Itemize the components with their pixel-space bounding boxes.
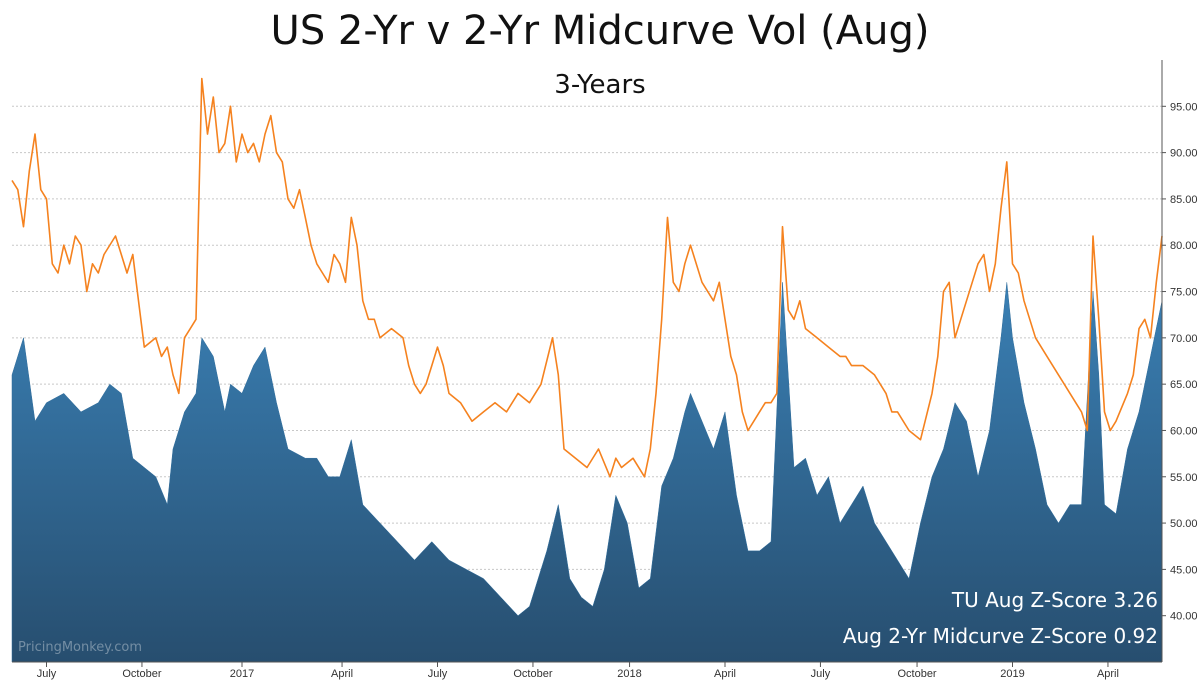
y-axis-ticks: 40.00 45.00 50.00 55.00 60.00 65.00 70.00 75.00… bbox=[1162, 101, 1198, 623]
y-tick-label: 95.00 bbox=[1170, 101, 1198, 113]
chart-subtitle: 3-Years bbox=[554, 70, 646, 100]
y-tick-label: 80.00 bbox=[1170, 240, 1198, 252]
x-tick-label: October bbox=[897, 668, 936, 680]
chart-title: US 2-Yr v 2-Yr Midcurve Vol (Aug) bbox=[270, 8, 930, 54]
x-axis-ticks: July October 2017 April July October 2018 April… bbox=[37, 662, 1119, 680]
x-tick-label: October bbox=[122, 668, 161, 680]
x-tick-label: October bbox=[513, 668, 552, 680]
x-tick-label: July bbox=[37, 668, 57, 680]
y-tick-label: 75.00 bbox=[1170, 287, 1198, 299]
y-tick-label: 85.00 bbox=[1170, 194, 1198, 206]
x-tick-label: 2017 bbox=[230, 668, 254, 680]
y-tick-label: 55.00 bbox=[1170, 472, 1198, 484]
x-tick-label: 2019 bbox=[1000, 668, 1024, 680]
x-tick-label: April bbox=[331, 668, 353, 680]
y-tick-label: 40.00 bbox=[1170, 611, 1198, 623]
y-tick-label: 90.00 bbox=[1170, 148, 1198, 160]
y-tick-label: 60.00 bbox=[1170, 425, 1198, 437]
line-series-path bbox=[11, 77, 1163, 478]
y-tick-label: 70.00 bbox=[1170, 333, 1198, 345]
x-tick-label: April bbox=[1097, 668, 1119, 680]
x-tick-label: April bbox=[714, 668, 736, 680]
line-series bbox=[11, 77, 1163, 478]
watermark: PricingMonkey.com bbox=[18, 640, 143, 655]
x-tick-label: 2018 bbox=[617, 668, 641, 680]
x-tick-label: July bbox=[811, 668, 831, 680]
y-tick-label: 50.00 bbox=[1170, 518, 1198, 530]
area-series bbox=[11, 282, 1163, 663]
midcurve-zscore-annotation: Aug 2-Yr Midcurve Z-Score 0.92 bbox=[842, 624, 1158, 648]
y-tick-label: 65.00 bbox=[1170, 379, 1198, 391]
x-tick-label: July bbox=[428, 668, 448, 680]
y-tick-label: 45.00 bbox=[1170, 564, 1198, 576]
area-series-path bbox=[11, 282, 1163, 663]
tu-zscore-annotation: TU Aug Z-Score 3.26 bbox=[951, 588, 1158, 612]
